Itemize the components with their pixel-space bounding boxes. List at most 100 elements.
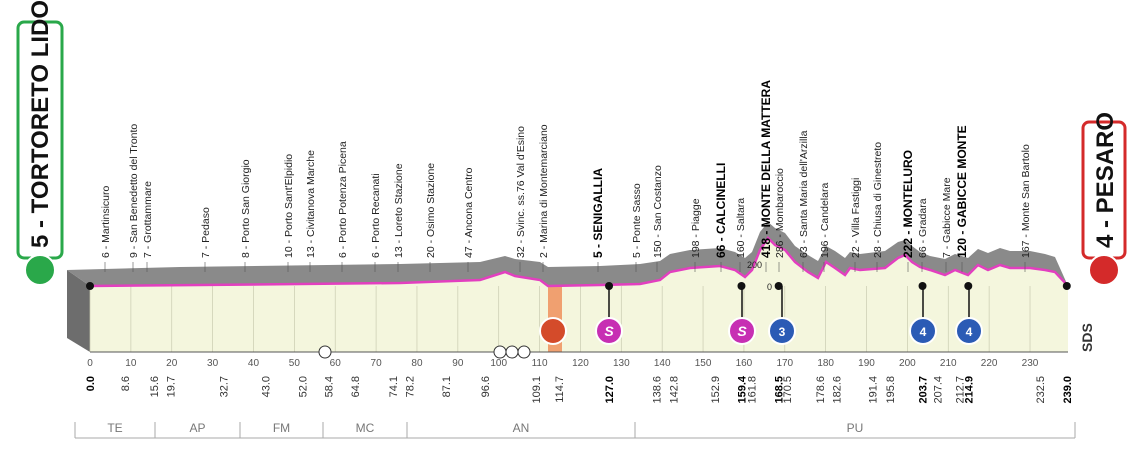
- axis-tick-label: 50: [289, 358, 301, 369]
- place-label: 22 - Villa Fastiggi: [850, 178, 862, 258]
- place-label: 150 - San Costanzo: [652, 165, 664, 258]
- place-label: 6 - Martinsicuro: [100, 185, 112, 258]
- climb-label: 4: [966, 325, 973, 339]
- region-label: TE: [107, 421, 122, 435]
- place-label: 32 - Svinc. ss.76 Val d'Esino: [515, 126, 527, 258]
- km-label: 138.6: [651, 376, 663, 404]
- km-label: 207.4: [933, 376, 945, 404]
- axis-tick-label: 0: [87, 358, 93, 369]
- sprint-icon: [595, 317, 623, 345]
- place-label: 7 - Gabicce Mare: [941, 177, 953, 258]
- place-label: 28 - Chiusa di Ginestreto: [872, 142, 884, 258]
- place-label: 222 - MONTELURO: [901, 150, 915, 258]
- place-label: 120 - GABICCE MONTE: [955, 125, 969, 258]
- climb-icon: [768, 317, 796, 345]
- cobble-icon: [505, 345, 519, 359]
- km-label: 212.7: [954, 376, 966, 404]
- place-label: 9 - San Benedetto del Tronto: [128, 124, 140, 258]
- axis-tick-label: 160: [736, 358, 753, 369]
- place-label: 6 - Porto Potenza Picena: [337, 141, 349, 258]
- km-label: 96.6: [480, 376, 492, 397]
- finish-label: 4 - PESARO: [1092, 112, 1119, 248]
- sprint-label: S: [737, 323, 747, 339]
- km-label: 8.6: [120, 376, 132, 391]
- km-label: 114.7: [554, 376, 566, 403]
- place-label: 47 - Ancona Centro: [463, 167, 475, 258]
- region-label: AN: [513, 421, 530, 435]
- place-label: 286 - Mombaroccio: [774, 168, 786, 258]
- axis-tick-label: 150: [695, 358, 712, 369]
- km-dot: [86, 282, 94, 290]
- place-label: 5 - SENIGALLIA: [591, 168, 605, 258]
- place-label: 418 - MONTE DELLA MATTERA: [759, 80, 773, 258]
- place-label: 160 - Saltara: [735, 198, 747, 258]
- route-line: [89, 236, 1069, 288]
- elevation-label: 200: [747, 260, 762, 270]
- axis-tick-label: 230: [1022, 358, 1039, 369]
- axis-tick-label: 90: [452, 358, 464, 369]
- km-label: 87.1: [441, 376, 453, 397]
- km-label: 191.4: [867, 376, 879, 404]
- axis-tick-label: 120: [572, 358, 589, 369]
- place-label: 20 - Osimo Stazione: [425, 163, 437, 258]
- km-label: 142.8: [669, 376, 681, 404]
- climb-icon: [909, 317, 937, 345]
- km-label: 214.9: [963, 376, 975, 404]
- cobble-icon: [493, 345, 507, 359]
- km-label: 232.5: [1035, 376, 1047, 404]
- region-label: MC: [356, 421, 375, 435]
- place-label: 7 - Grottammare: [142, 181, 154, 258]
- climb-label: 3: [779, 325, 786, 339]
- km-label: 127.0: [604, 376, 616, 404]
- km-label: 239.0: [1062, 376, 1074, 404]
- climb-icon: [318, 345, 332, 359]
- km-label: 161.8: [746, 376, 758, 404]
- place-label: 198 - Piagge: [690, 198, 702, 258]
- region-label: FM: [273, 421, 290, 435]
- km-label: 152.9: [710, 376, 722, 404]
- cobble-icon: [517, 345, 531, 359]
- axis-tick-label: 80: [411, 358, 423, 369]
- start-icon: [24, 254, 56, 286]
- start-label: 5 - TORTORETO LIDO: [27, 0, 54, 248]
- finish-icon: [1088, 254, 1120, 286]
- km-label: 32.7: [219, 376, 231, 397]
- axis-tick-label: 30: [207, 358, 219, 369]
- region-label: PU: [847, 421, 864, 435]
- climb-icon: [955, 317, 983, 345]
- km-label: 168.5: [774, 376, 786, 404]
- sprint-icon: [728, 317, 756, 345]
- place-label: 7 - Pedaso: [200, 207, 212, 258]
- axis-tick-label: 190: [858, 358, 875, 369]
- km-label: 15.6: [149, 376, 161, 397]
- region-label: AP: [189, 421, 205, 435]
- axis-tick-label: 140: [654, 358, 671, 369]
- axis-tick-label: 110: [532, 358, 548, 369]
- km-label: 182.6: [831, 376, 843, 404]
- km-label: 0.0: [85, 376, 97, 391]
- place-label: 6 - Porto Recanati: [370, 173, 382, 258]
- place-label: 63 - Santa Maria dell'Arzilla: [798, 130, 810, 258]
- axis-tick-label: 100: [490, 358, 507, 369]
- axis-tick-label: 10: [125, 358, 137, 369]
- km-label: 170.5: [782, 376, 794, 404]
- place-label: 66 - CALCINELLI: [714, 163, 728, 258]
- km-dot: [1062, 282, 1071, 290]
- place-label: 66 - Gradara: [917, 198, 929, 258]
- axis-tick-label: 210: [940, 358, 957, 369]
- axis-tick-label: 130: [613, 358, 630, 369]
- climb-label: 4: [920, 325, 927, 339]
- km-dot: [774, 282, 783, 290]
- km-label: 109.1: [531, 376, 543, 404]
- place-label: 10 - Porto Sant'Elpidio: [283, 154, 295, 258]
- axis-tick-label: 60: [330, 358, 342, 369]
- place-label: 196 - Candelara: [819, 183, 831, 258]
- profile-side: [67, 270, 90, 352]
- axis-tick-label: 70: [371, 358, 383, 369]
- axis-tick-label: 40: [248, 358, 260, 369]
- axis-tick-label: 170: [776, 358, 793, 369]
- elevation-label: 0: [767, 282, 772, 292]
- km-label: 43.0: [261, 376, 273, 397]
- km-label: 159.4: [736, 375, 748, 403]
- km-label: 78.2: [405, 376, 417, 397]
